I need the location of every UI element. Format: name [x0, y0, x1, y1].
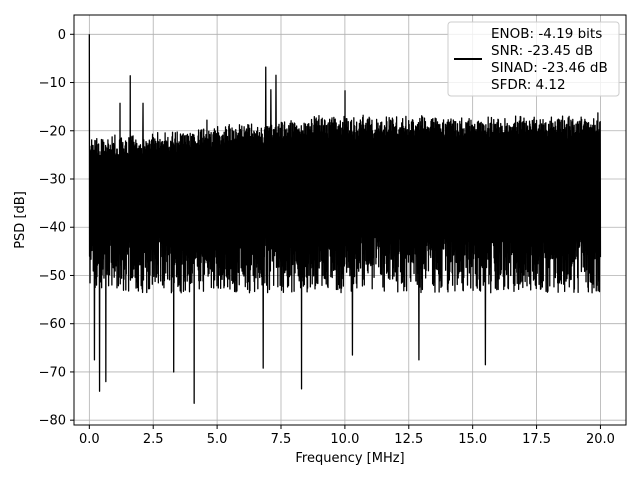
legend-line-enob: ENOB: -4.19 bits — [491, 26, 602, 42]
series-psd — [88, 34, 602, 404]
x-axis-ticks: 0.0 2.5 5.0 7.5 10.0 12.5 15.0 17.5 20.0 — [79, 425, 615, 447]
y-tick-label: −50 — [39, 269, 66, 284]
y-tick-label: 0 — [58, 28, 66, 43]
y-tick-label: −70 — [39, 365, 66, 380]
y-tick-label: −10 — [39, 76, 66, 91]
y-tick-label: −40 — [39, 221, 66, 236]
psd-line — [88, 34, 602, 404]
legend-box — [447, 21, 620, 97]
legend-line-sinad: SINAD: -23.46 dB — [491, 60, 608, 76]
y-tick-label: −80 — [39, 414, 66, 429]
x-tick-label: 0.0 — [79, 432, 100, 447]
y-tick-label: −20 — [39, 124, 66, 139]
y-tick-label: −30 — [39, 173, 66, 188]
x-axis-label: Frequency [MHz] — [295, 451, 404, 466]
y-tick-label: −60 — [39, 317, 66, 332]
x-tick-label: 12.5 — [394, 432, 423, 447]
legend: ENOB: -4.19 bits SNR: -23.45 dB SINAD: -… — [447, 21, 620, 97]
x-tick-label: 5.0 — [207, 432, 228, 447]
legend-line-snr: SNR: -23.45 dB — [491, 43, 593, 59]
x-tick-label: 2.5 — [143, 432, 164, 447]
x-tick-label: 7.5 — [271, 432, 292, 447]
x-tick-label: 10.0 — [330, 432, 359, 447]
plot-frame — [73, 14, 627, 426]
x-tick-label: 20.0 — [586, 432, 615, 447]
y-axis-ticks: 0 −10 −20 −30 −40 −50 −60 −70 −80 — [39, 28, 74, 429]
y-axis-label: PSD [dB] — [13, 191, 28, 249]
x-tick-label: 17.5 — [522, 432, 551, 447]
legend-line-sfdr: SFDR: 4.12 — [491, 77, 566, 93]
x-tick-label: 15.0 — [458, 432, 487, 447]
